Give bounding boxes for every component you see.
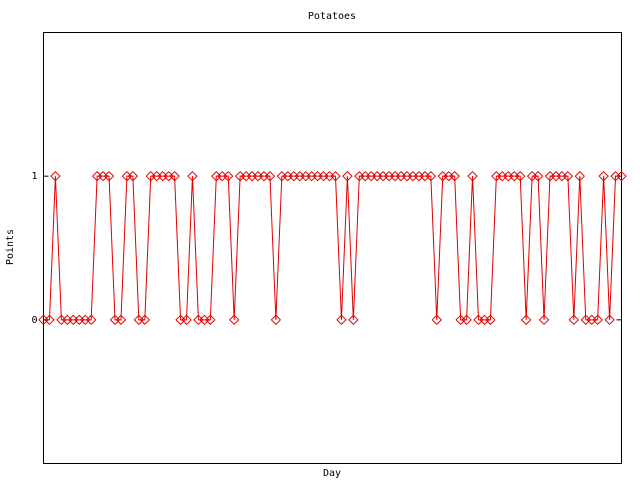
data-marker xyxy=(598,170,609,182)
data-marker xyxy=(127,170,139,182)
y-tick-label: 1 xyxy=(31,171,37,182)
data-marker xyxy=(181,314,192,326)
data-marker xyxy=(342,170,353,182)
data-marker xyxy=(85,314,97,326)
data-marker xyxy=(115,314,127,326)
data-marker xyxy=(514,170,526,182)
data-marker xyxy=(616,170,627,182)
y-axis-label: Points xyxy=(5,229,16,265)
data-marker xyxy=(187,170,198,182)
data-marker xyxy=(485,314,496,326)
data-marker xyxy=(103,170,115,182)
data-marker xyxy=(205,314,216,326)
data-marker xyxy=(449,170,460,182)
data-marker xyxy=(538,314,550,326)
data-marker xyxy=(223,170,234,182)
data-marker xyxy=(264,170,276,182)
data-marker xyxy=(336,314,347,326)
data-marker xyxy=(330,170,341,182)
data-marker xyxy=(50,170,61,182)
data-marker xyxy=(348,314,359,326)
data-marker xyxy=(431,314,442,326)
x-axis-label: Day xyxy=(323,468,341,479)
data-marker xyxy=(532,170,544,182)
y-tick-label: 0 xyxy=(31,315,37,326)
data-marker xyxy=(425,170,437,182)
data-marker xyxy=(139,314,151,326)
chart-title: Potatoes xyxy=(308,11,356,22)
data-marker xyxy=(562,170,574,182)
plot-frame xyxy=(43,32,622,464)
data-marker xyxy=(467,170,478,182)
data-marker xyxy=(592,314,603,326)
data-marker xyxy=(44,314,55,326)
data-marker xyxy=(568,314,580,326)
data-marker xyxy=(228,314,240,326)
data-marker xyxy=(574,170,585,182)
data-marker xyxy=(520,314,532,326)
data-marker xyxy=(169,170,180,182)
data-marker xyxy=(604,314,615,326)
data-marker xyxy=(461,314,472,326)
data-marker xyxy=(270,314,282,326)
